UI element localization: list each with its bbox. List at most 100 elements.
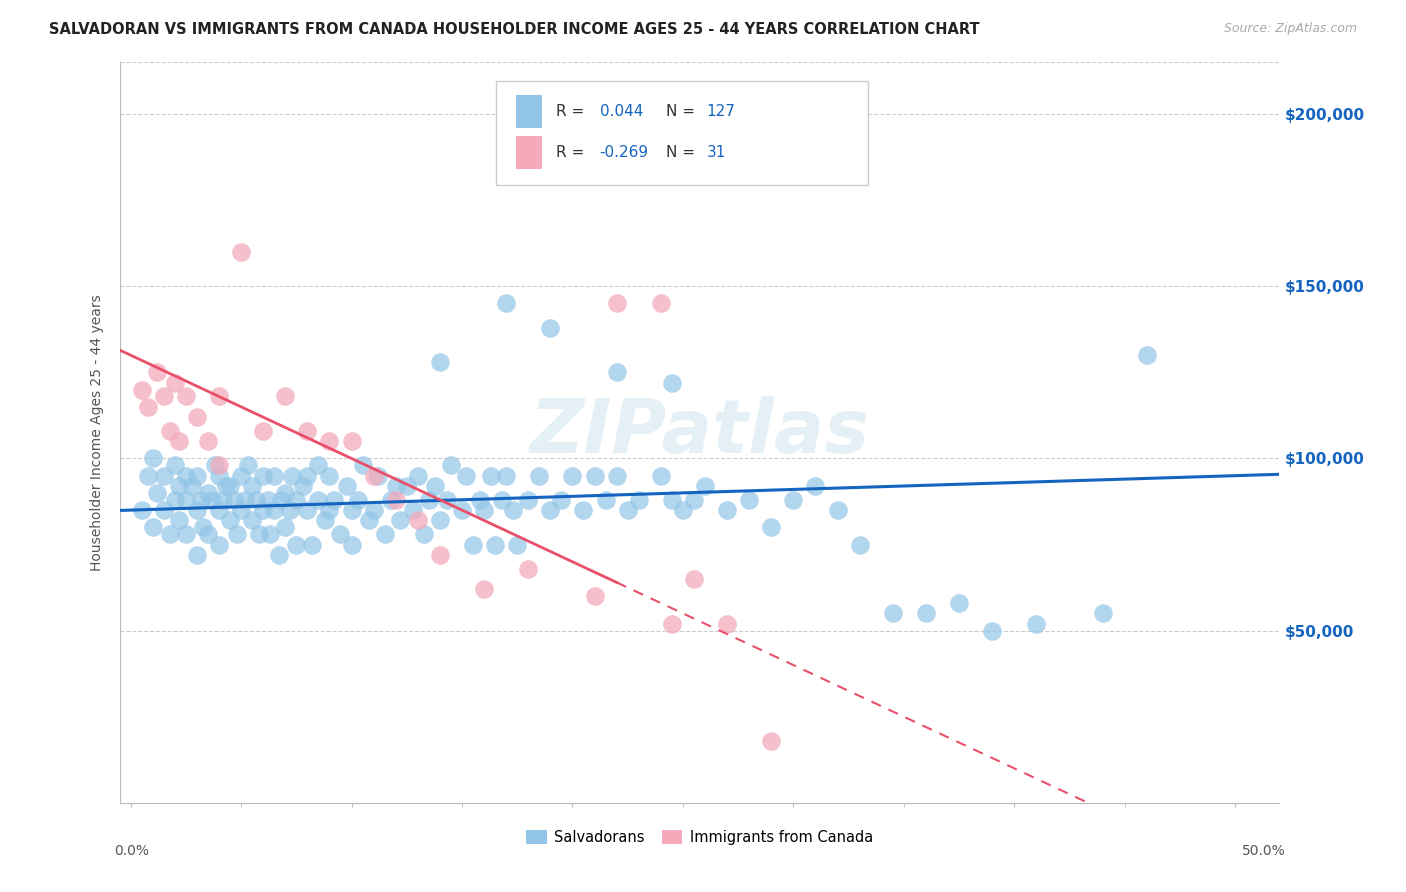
Point [782,492,804,507]
Point [440,458,463,473]
FancyBboxPatch shape [496,81,868,185]
Point [235,492,257,507]
Point [163,376,186,390]
Point [278,503,301,517]
Point [550,492,572,507]
Point [152,503,174,517]
Point [186,410,208,425]
Point [186,548,208,562]
Text: 50.0%: 50.0% [1241,844,1285,857]
Point [529,468,551,483]
Point [384,492,406,507]
Point [252,424,274,438]
Point [281,468,304,483]
Point [1025,616,1047,631]
Point [219,479,242,493]
Point [208,503,231,517]
Point [208,389,231,403]
Point [285,537,308,551]
Point [314,513,336,527]
Point [240,479,263,493]
Point [389,513,412,527]
Point [267,548,290,562]
Point [322,492,344,507]
Point [329,527,352,541]
Point [468,492,491,507]
Point [212,492,235,507]
Point [561,468,583,483]
Point [761,520,783,534]
Point [236,458,259,473]
Point [336,479,359,493]
Point [307,492,329,507]
Point [495,296,517,310]
Point [186,468,208,483]
Point [252,503,274,517]
Point [827,503,849,517]
Text: 0.0%: 0.0% [114,844,149,857]
Point [683,492,706,507]
Text: R =: R = [555,103,589,119]
Point [201,492,224,507]
Point [167,513,190,527]
Point [240,513,263,527]
Point [606,468,628,483]
Point [1136,348,1159,362]
Text: N =: N = [666,145,700,161]
Point [761,734,783,748]
Point [406,513,429,527]
Point [693,479,716,493]
Point [174,527,197,541]
Point [672,503,695,517]
Point [208,537,231,551]
Point [174,492,197,507]
Point [661,616,683,631]
Point [606,296,628,310]
Point [159,424,181,438]
Point [208,458,231,473]
Point [245,492,267,507]
Point [197,527,219,541]
Point [225,527,247,541]
Point [456,468,478,483]
Point [495,468,517,483]
Point [146,486,169,500]
Point [347,492,370,507]
Point [307,458,329,473]
Point [214,479,236,493]
Point [340,434,363,449]
Point [131,503,153,517]
Point [204,458,226,473]
Point [650,296,672,310]
Point [159,527,181,541]
Point [367,468,389,483]
Point [484,537,506,551]
Point [915,607,938,621]
Point [436,492,458,507]
Point [291,479,314,493]
Point [252,468,274,483]
Point [425,479,447,493]
Point [229,503,252,517]
Point [167,434,190,449]
Point [259,527,281,541]
Point [270,492,292,507]
Point [402,503,425,517]
Point [163,458,186,473]
Point [174,389,197,403]
Point [224,492,246,507]
Point [538,320,561,334]
Point [583,589,606,603]
Point [380,492,402,507]
Point [406,468,429,483]
Point [517,492,540,507]
Bar [516,136,541,169]
Point [285,492,308,507]
Point [595,492,617,507]
Point [981,624,1004,638]
Point [461,537,484,551]
Point [297,468,319,483]
Point [502,503,524,517]
Point [263,503,285,517]
Point [146,365,169,379]
